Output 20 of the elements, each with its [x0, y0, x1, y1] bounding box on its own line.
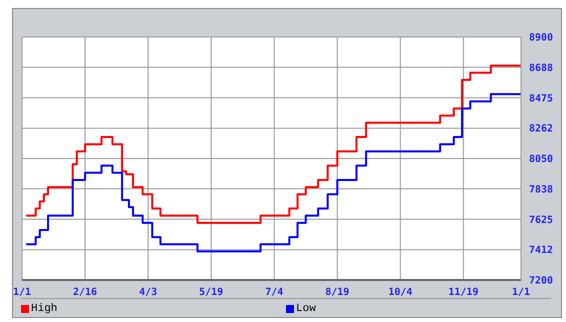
- y-tick-label: 7412: [529, 245, 554, 256]
- x-tick-label: 10/4: [388, 287, 412, 298]
- x-tick-label: 5/19: [199, 287, 224, 298]
- y-tick-label: 8050: [529, 154, 554, 166]
- legend-label: High: [31, 303, 58, 315]
- x-tick-label: 2/16: [73, 287, 98, 298]
- x-tick-label: 4/3: [139, 287, 158, 298]
- y-tick-label: 8688: [529, 62, 554, 74]
- x-tick-label: 1/1: [512, 287, 530, 298]
- x-tick-label: 1/1: [12, 287, 32, 298]
- y-tick-label: 8900: [529, 32, 554, 44]
- x-tick-label: 11/19: [448, 287, 478, 298]
- legend-label: Low: [296, 303, 316, 315]
- y-tick-label: 7838: [529, 184, 554, 196]
- x-tick-label: 8/19: [325, 287, 350, 298]
- y-tick-label: 8262: [529, 124, 554, 135]
- y-tick-label: 8475: [529, 93, 554, 104]
- x-tick-label: 7/4: [265, 287, 284, 298]
- y-tick-label: 7200: [529, 276, 554, 287]
- y-tick-label: 7625: [529, 214, 554, 226]
